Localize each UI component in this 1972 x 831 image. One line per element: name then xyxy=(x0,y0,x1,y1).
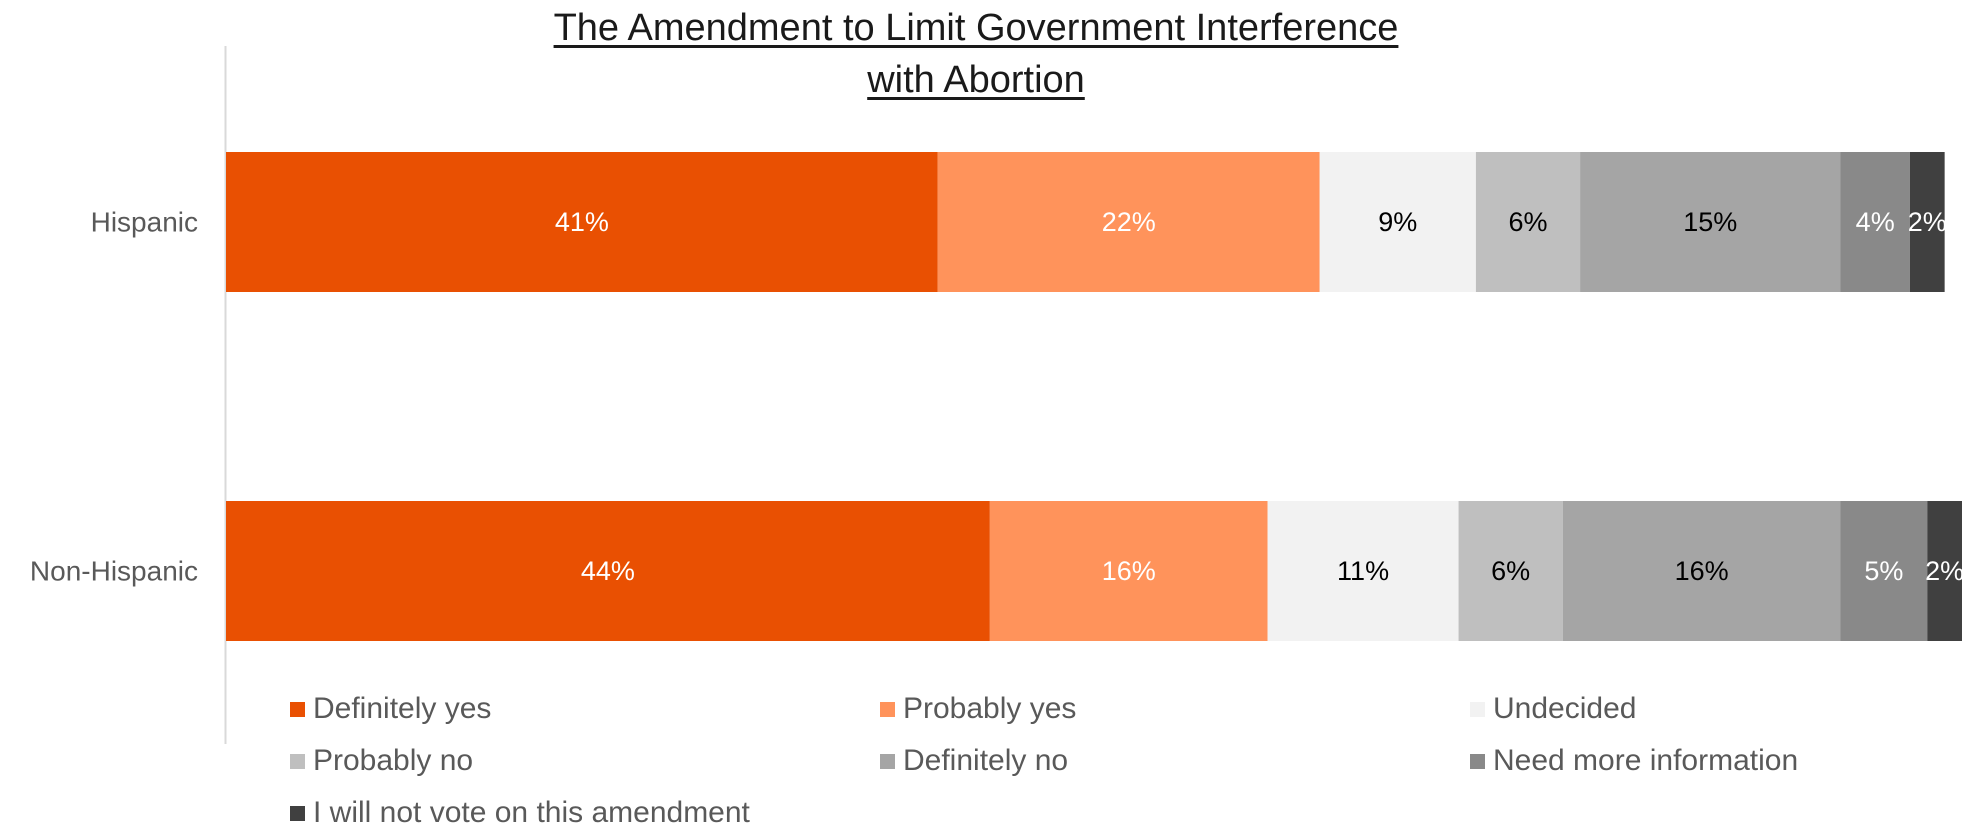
data-label: 4% xyxy=(1856,207,1895,237)
chart-title-line-2: with Abortion xyxy=(867,59,1085,101)
legend-swatch xyxy=(1470,701,1485,717)
bar-segment xyxy=(1562,501,1841,641)
data-label: 6% xyxy=(1491,556,1530,586)
bar-segment xyxy=(1458,501,1563,641)
legend-item: Definitely yes xyxy=(290,692,491,726)
category-labels: Hispanic Non-Hispanic xyxy=(30,207,198,587)
legend-label: Probably yes xyxy=(903,692,1077,725)
bar-segments: 41% 22% 9% 6% 15% 4% 2% 44% 16% 11% 6% 16% 5% 2% xyxy=(226,152,1964,641)
data-label: 16% xyxy=(1675,556,1729,586)
legend-swatch xyxy=(290,753,305,769)
bar-segment xyxy=(1840,501,1928,641)
legend-item: Undecided xyxy=(1470,692,1636,726)
bar-segment xyxy=(1580,152,1841,292)
legend-swatch xyxy=(1470,753,1485,769)
data-label: 6% xyxy=(1508,207,1547,237)
bar-segment xyxy=(1267,501,1459,641)
data-label: 11% xyxy=(1337,556,1389,586)
chart-title: The Amendment to Limit Government Interf… xyxy=(420,2,1532,106)
data-label: 16% xyxy=(1102,556,1156,586)
bar-segment xyxy=(226,501,990,641)
bar-segment xyxy=(226,152,938,292)
legend-swatch xyxy=(290,805,305,821)
legend-label: I will not vote on this amendment xyxy=(313,796,750,829)
legend-label: Definitely yes xyxy=(313,692,492,725)
category-label: Hispanic xyxy=(91,207,198,238)
data-label: 41% xyxy=(555,207,609,237)
legend-swatch xyxy=(880,701,895,717)
data-label: 2% xyxy=(1908,207,1947,237)
bar-segment xyxy=(1840,152,1910,292)
data-label: 2% xyxy=(1925,556,1964,586)
data-label: 22% xyxy=(1102,207,1156,237)
bar-segment xyxy=(1475,152,1581,292)
data-label: 5% xyxy=(1864,556,1903,586)
bar-segment xyxy=(937,152,1320,292)
bar-segment xyxy=(989,501,1268,641)
bar-segment xyxy=(1909,152,1945,292)
legend-swatch xyxy=(290,701,305,717)
data-label: 15% xyxy=(1683,207,1737,237)
legend-label: Undecided xyxy=(1493,692,1637,725)
legend-swatch xyxy=(880,753,895,769)
data-label: 44% xyxy=(581,556,635,586)
bar-segment xyxy=(1319,152,1476,292)
category-label: Non-Hispanic xyxy=(30,556,198,587)
data-label: 9% xyxy=(1378,207,1417,237)
legend-label: Definitely no xyxy=(903,744,1069,777)
bar-segment xyxy=(1927,501,1962,641)
legend-item: Definitely no xyxy=(880,744,1068,778)
chart-title-line-1: The Amendment to Limit Government Interf… xyxy=(553,7,1399,49)
legend-item: Probably yes xyxy=(880,692,1076,726)
legend-item: Probably no xyxy=(290,744,473,778)
legend-item: I will not vote on this amendment xyxy=(290,796,750,830)
legend-item: Need more information xyxy=(1470,744,1798,778)
legend-label: Need more information xyxy=(1493,744,1799,777)
legend-label: Probably no xyxy=(313,744,474,777)
